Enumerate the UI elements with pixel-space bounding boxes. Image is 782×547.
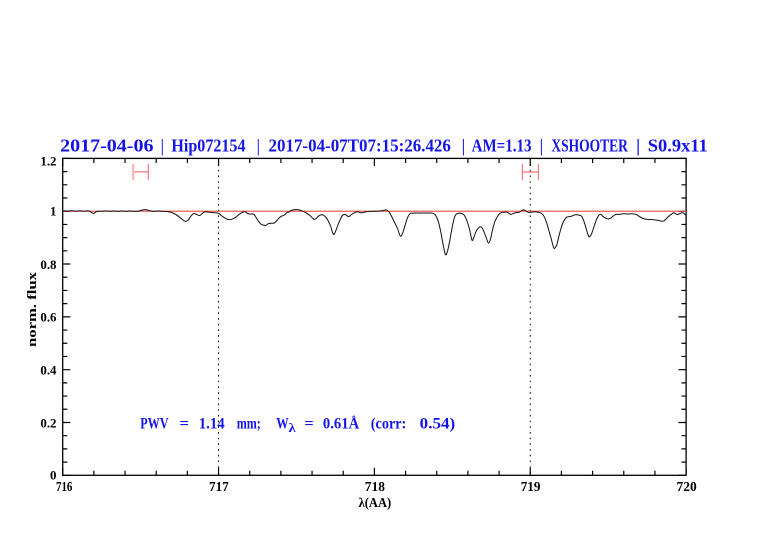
svg-text:720: 720 bbox=[677, 479, 698, 494]
svg-text:=: = bbox=[180, 415, 190, 433]
svg-text:1.2: 1.2 bbox=[40, 155, 56, 169]
svg-text:|: | bbox=[636, 136, 640, 156]
svg-text:0: 0 bbox=[50, 469, 56, 483]
svg-text:716: 716 bbox=[56, 479, 73, 494]
svg-text:718: 718 bbox=[365, 479, 386, 494]
svg-text:1: 1 bbox=[50, 205, 56, 219]
svg-text:mm;: mm; bbox=[237, 415, 261, 433]
svg-text:AM=1.13: AM=1.13 bbox=[472, 136, 532, 156]
svg-text:=: = bbox=[304, 415, 313, 433]
svg-text:XSHOOTER: XSHOOTER bbox=[551, 136, 628, 156]
svg-text:0.4: 0.4 bbox=[40, 364, 57, 378]
svg-text:PWV: PWV bbox=[140, 415, 169, 433]
svg-text:Hip072154: Hip072154 bbox=[171, 136, 245, 156]
svg-text:0.54): 0.54) bbox=[420, 415, 456, 433]
svg-text:|: | bbox=[257, 136, 260, 156]
svg-text:λ: λ bbox=[289, 420, 297, 435]
svg-text:S0.9x11: S0.9x11 bbox=[648, 136, 708, 156]
svg-text:|: | bbox=[540, 136, 543, 156]
svg-text:|: | bbox=[161, 136, 164, 156]
svg-text:0.6: 0.6 bbox=[40, 311, 57, 325]
svg-text:norm. flux: norm. flux bbox=[24, 271, 39, 347]
svg-text:2017-04-07T07:15:26.426: 2017-04-07T07:15:26.426 bbox=[269, 136, 451, 156]
svg-text:717: 717 bbox=[209, 479, 229, 494]
svg-text:0.8: 0.8 bbox=[40, 258, 57, 272]
svg-text:719: 719 bbox=[521, 479, 541, 494]
svg-text:1.14: 1.14 bbox=[199, 415, 225, 433]
svg-text:λ(AA): λ(AA) bbox=[359, 496, 392, 511]
svg-text:(corr:: (corr: bbox=[371, 415, 407, 433]
svg-text:0.2: 0.2 bbox=[40, 417, 56, 431]
svg-text:|: | bbox=[462, 136, 465, 156]
svg-text:2017-04-06: 2017-04-06 bbox=[60, 136, 154, 156]
svg-text:W: W bbox=[276, 415, 288, 433]
svg-text:0.61Å: 0.61Å bbox=[323, 415, 360, 433]
